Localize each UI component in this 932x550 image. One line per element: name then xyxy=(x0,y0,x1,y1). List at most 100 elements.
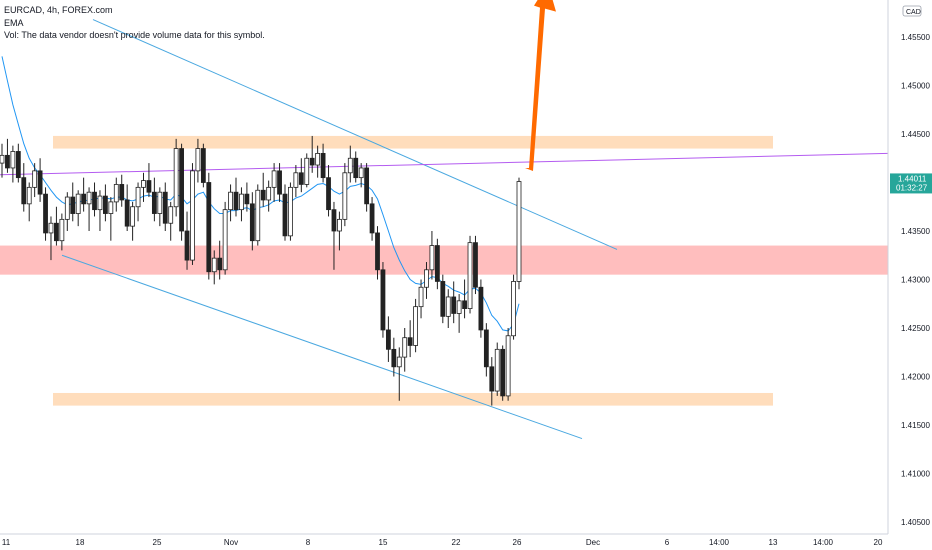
candle[interactable] xyxy=(157,187,163,227)
candle[interactable] xyxy=(211,250,217,285)
candle[interactable] xyxy=(124,184,130,231)
candle[interactable] xyxy=(320,143,326,183)
candle[interactable] xyxy=(277,163,282,202)
candle[interactable] xyxy=(64,192,70,231)
candle[interactable] xyxy=(445,289,451,328)
up-arrow-annotation[interactable] xyxy=(525,0,556,171)
candle[interactable] xyxy=(456,294,462,333)
candle[interactable] xyxy=(288,182,293,241)
candle[interactable] xyxy=(375,226,380,280)
candle[interactable] xyxy=(108,197,114,241)
candle[interactable] xyxy=(337,211,342,251)
candle[interactable] xyxy=(239,187,244,222)
candle[interactable] xyxy=(37,158,43,202)
candle[interactable] xyxy=(309,135,315,173)
candle[interactable] xyxy=(293,165,299,198)
candle[interactable] xyxy=(364,163,370,212)
candle[interactable] xyxy=(391,337,397,377)
candle[interactable] xyxy=(342,163,348,227)
candle[interactable] xyxy=(298,158,304,193)
candle[interactable] xyxy=(184,211,190,270)
candle[interactable] xyxy=(282,184,288,241)
candle[interactable] xyxy=(43,187,48,241)
candle[interactable] xyxy=(222,201,228,275)
candle[interactable] xyxy=(271,163,277,202)
candle[interactable] xyxy=(75,190,81,227)
candle[interactable] xyxy=(217,240,223,280)
candle[interactable] xyxy=(331,201,337,270)
candle[interactable] xyxy=(70,182,76,222)
candle[interactable] xyxy=(413,298,419,353)
candle[interactable] xyxy=(119,174,125,207)
candle[interactable] xyxy=(451,281,457,324)
candle[interactable] xyxy=(353,151,359,183)
candle[interactable] xyxy=(489,357,495,406)
candle[interactable] xyxy=(434,238,440,290)
currency-tag[interactable] xyxy=(902,5,922,17)
candle[interactable] xyxy=(304,153,310,188)
ema-legend[interactable]: EMA xyxy=(4,18,24,28)
candle[interactable] xyxy=(141,172,146,202)
candle[interactable] xyxy=(260,172,266,207)
candle[interactable] xyxy=(315,145,321,178)
candle[interactable] xyxy=(26,182,32,222)
candle[interactable] xyxy=(5,138,10,173)
candle[interactable] xyxy=(358,163,364,188)
candle[interactable] xyxy=(146,163,152,198)
candle[interactable] xyxy=(48,216,54,261)
candle[interactable] xyxy=(103,184,108,222)
candle[interactable] xyxy=(179,143,184,241)
candle[interactable] xyxy=(21,163,27,212)
trendline-channel-lower[interactable] xyxy=(61,254,583,440)
candle[interactable] xyxy=(206,172,212,280)
candle[interactable] xyxy=(135,182,141,222)
candle[interactable] xyxy=(418,279,424,319)
candle[interactable] xyxy=(478,279,484,338)
candle[interactable] xyxy=(10,145,16,183)
candle[interactable] xyxy=(92,182,97,217)
candle[interactable] xyxy=(97,190,103,231)
candle[interactable] xyxy=(151,177,157,222)
candle[interactable] xyxy=(15,143,21,183)
candle[interactable] xyxy=(462,279,467,319)
candle[interactable] xyxy=(424,262,429,299)
candle[interactable] xyxy=(380,262,386,338)
candle[interactable] xyxy=(402,328,408,372)
candle[interactable] xyxy=(0,143,5,178)
candle[interactable] xyxy=(200,143,206,188)
candle[interactable] xyxy=(396,347,402,401)
candle[interactable] xyxy=(32,163,38,198)
candle[interactable] xyxy=(59,213,65,251)
support-zone-3[interactable] xyxy=(0,245,888,275)
candle[interactable] xyxy=(54,206,59,246)
candle[interactable] xyxy=(113,177,119,212)
candle[interactable] xyxy=(483,323,489,377)
candle[interactable] xyxy=(249,192,255,251)
candle[interactable] xyxy=(516,177,522,290)
candle[interactable] xyxy=(173,138,179,217)
time-axis[interactable]: 11 18 25 Nov 8 15 22 26 Dec 6 14:00 13 14:00 20 xyxy=(0,533,888,547)
candle[interactable] xyxy=(467,235,473,314)
trendline-channel-upper[interactable] xyxy=(92,19,618,250)
candle[interactable] xyxy=(505,328,511,401)
trendline-diagonal[interactable] xyxy=(0,152,889,176)
candle[interactable] xyxy=(244,182,250,212)
candle[interactable] xyxy=(407,320,413,358)
candle[interactable] xyxy=(233,177,239,217)
candle[interactable] xyxy=(255,184,261,246)
candle[interactable] xyxy=(195,138,201,183)
candle[interactable] xyxy=(511,274,516,340)
candle[interactable] xyxy=(81,177,87,212)
candle[interactable] xyxy=(500,345,506,401)
candle[interactable] xyxy=(347,145,353,183)
candle[interactable] xyxy=(266,180,272,212)
candle[interactable] xyxy=(326,165,331,217)
candle[interactable] xyxy=(228,184,233,222)
candle[interactable] xyxy=(86,187,92,231)
supply-zone-2[interactable] xyxy=(53,135,773,149)
candle[interactable] xyxy=(130,201,136,241)
demand-zone-4[interactable] xyxy=(53,392,773,406)
candle[interactable] xyxy=(440,274,446,324)
price-axis[interactable]: 1.40500 1.41000 1.41500 1.42000 1.42500 1.430… xyxy=(887,0,932,550)
